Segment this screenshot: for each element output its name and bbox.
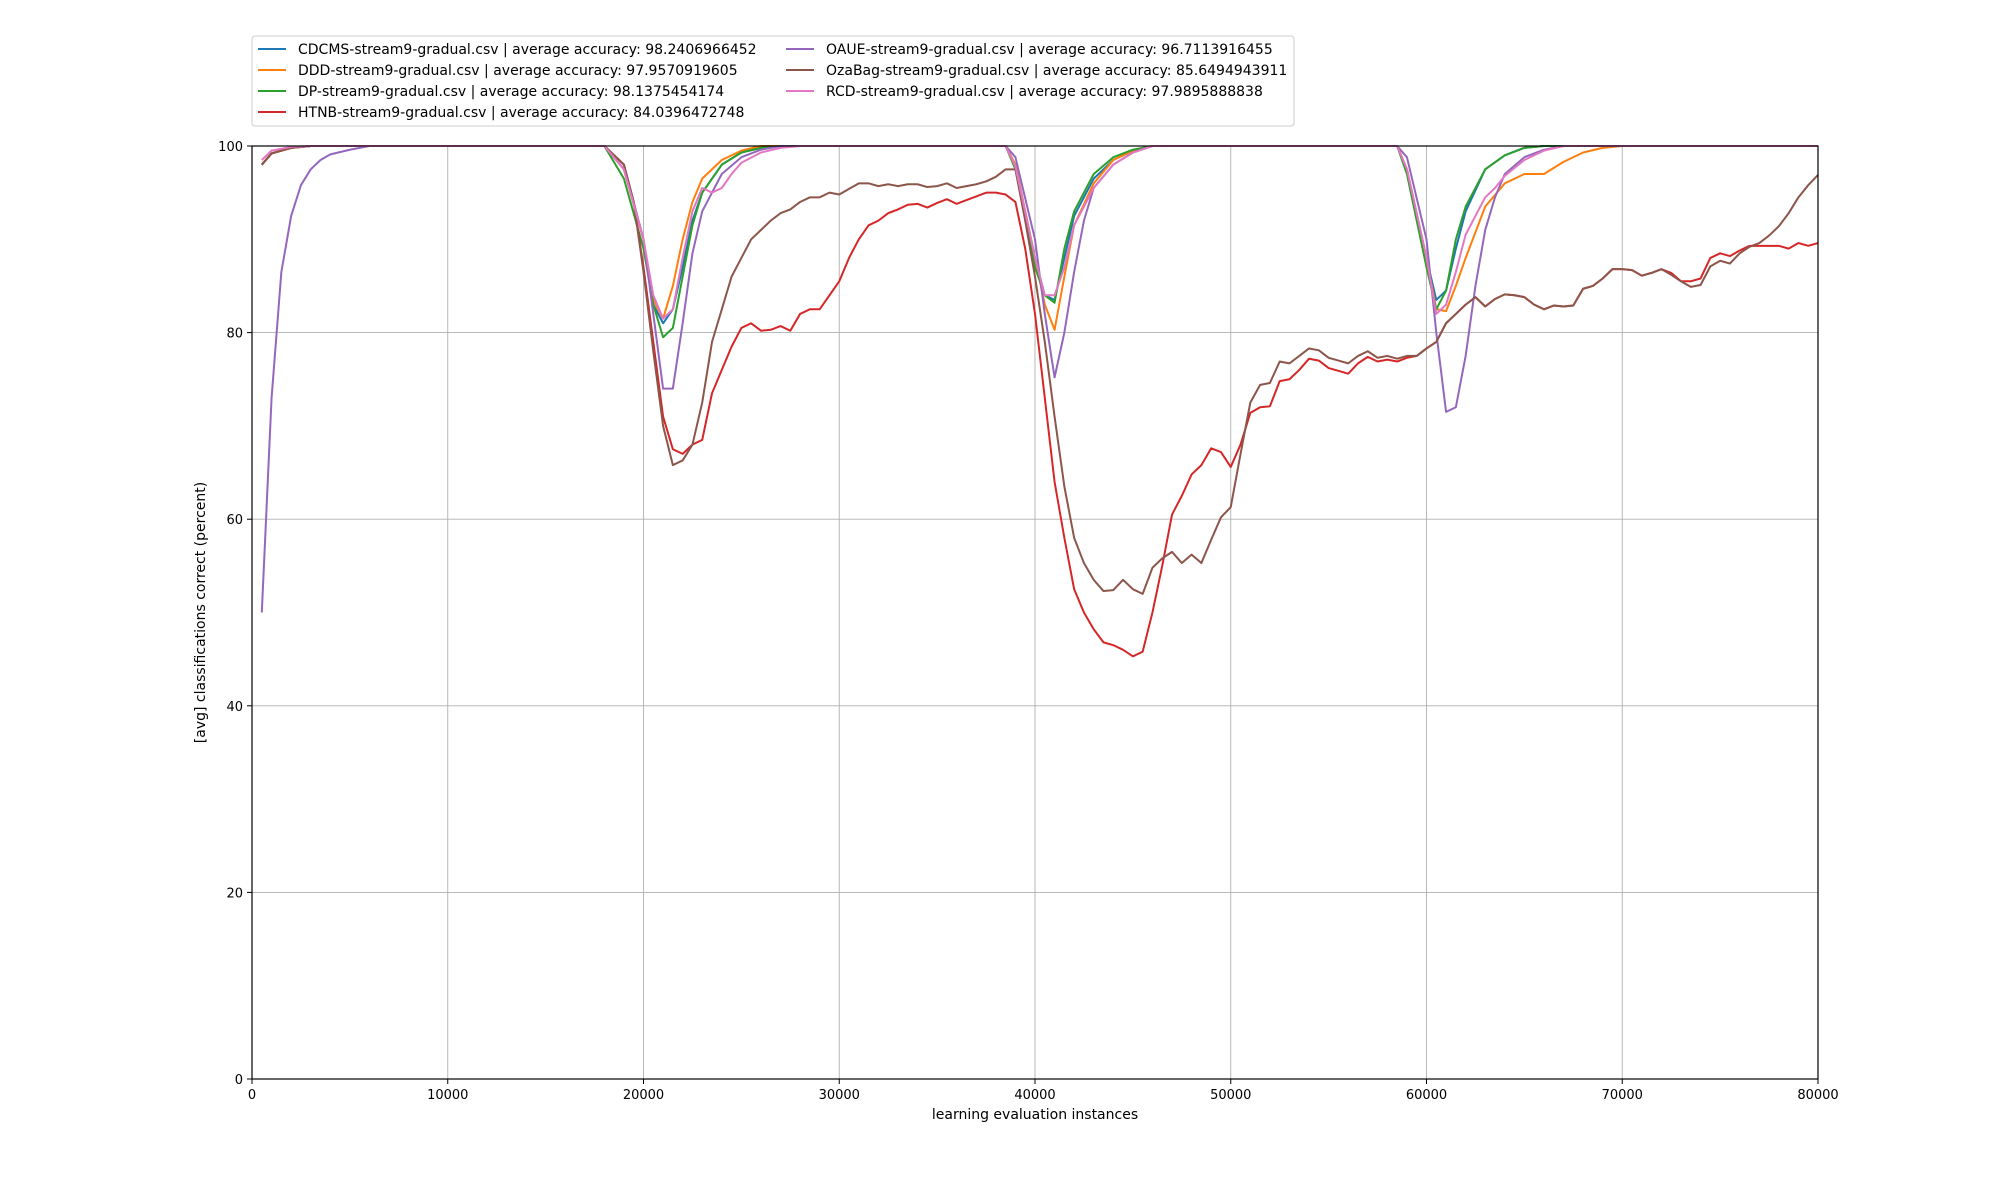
series-layer xyxy=(260,145,1819,658)
legend-entry: HTNB-stream9-gradual.csv | average accur… xyxy=(298,105,744,121)
x-axis: 0 10000 20000 30000 40000 50000 60000 70000 8000… xyxy=(248,1079,1839,1103)
y-axis: 0 20 40 60 80 100 xyxy=(218,140,252,1088)
y-tick-label: 20 xyxy=(226,886,243,901)
x-tick-label: 10000 xyxy=(427,1088,468,1103)
legend-entry: OAUE-stream9-gradual.csv | average accur… xyxy=(826,42,1273,58)
legend-entry: CDCMS-stream9-gradual.csv | average accu… xyxy=(298,42,757,58)
x-tick-label: 20000 xyxy=(623,1088,664,1103)
legend-entry: OzaBag-stream9-gradual.csv | average acc… xyxy=(826,63,1287,79)
legend-entry: RCD-stream9-gradual.csv | average accura… xyxy=(826,84,1263,100)
y-tick-label: 100 xyxy=(218,140,243,155)
y-tick-label: 0 xyxy=(235,1073,243,1088)
x-tick-label: 60000 xyxy=(1406,1088,1447,1103)
y-tick-label: 60 xyxy=(226,513,243,528)
x-tick-label: 30000 xyxy=(819,1088,860,1103)
x-tick-label: 50000 xyxy=(1210,1088,1251,1103)
series-line-ozabag xyxy=(261,145,1819,595)
x-tick-label: 0 xyxy=(248,1088,256,1103)
y-tick-label: 80 xyxy=(226,327,243,342)
y-tick-label: 40 xyxy=(226,700,243,715)
series-line-rcd xyxy=(261,145,1818,320)
legend-entry: DDD-stream9-gradual.csv | average accura… xyxy=(298,63,738,79)
x-tick-label: 70000 xyxy=(1602,1088,1643,1103)
legend-box xyxy=(251,35,1295,127)
x-tick-label: 80000 xyxy=(1797,1088,1838,1103)
legend: CDCMS-stream9-gradual.csv | average accu… xyxy=(251,35,1295,127)
y-axis-label: [avg] classifications correct (percent) xyxy=(193,482,209,743)
x-axis-label: learning evaluation instances xyxy=(932,1107,1138,1123)
series-line-oaue xyxy=(260,145,1818,613)
legend-entry: DP-stream9-gradual.csv | average accurac… xyxy=(298,84,724,100)
x-tick-label: 40000 xyxy=(1014,1088,1055,1103)
